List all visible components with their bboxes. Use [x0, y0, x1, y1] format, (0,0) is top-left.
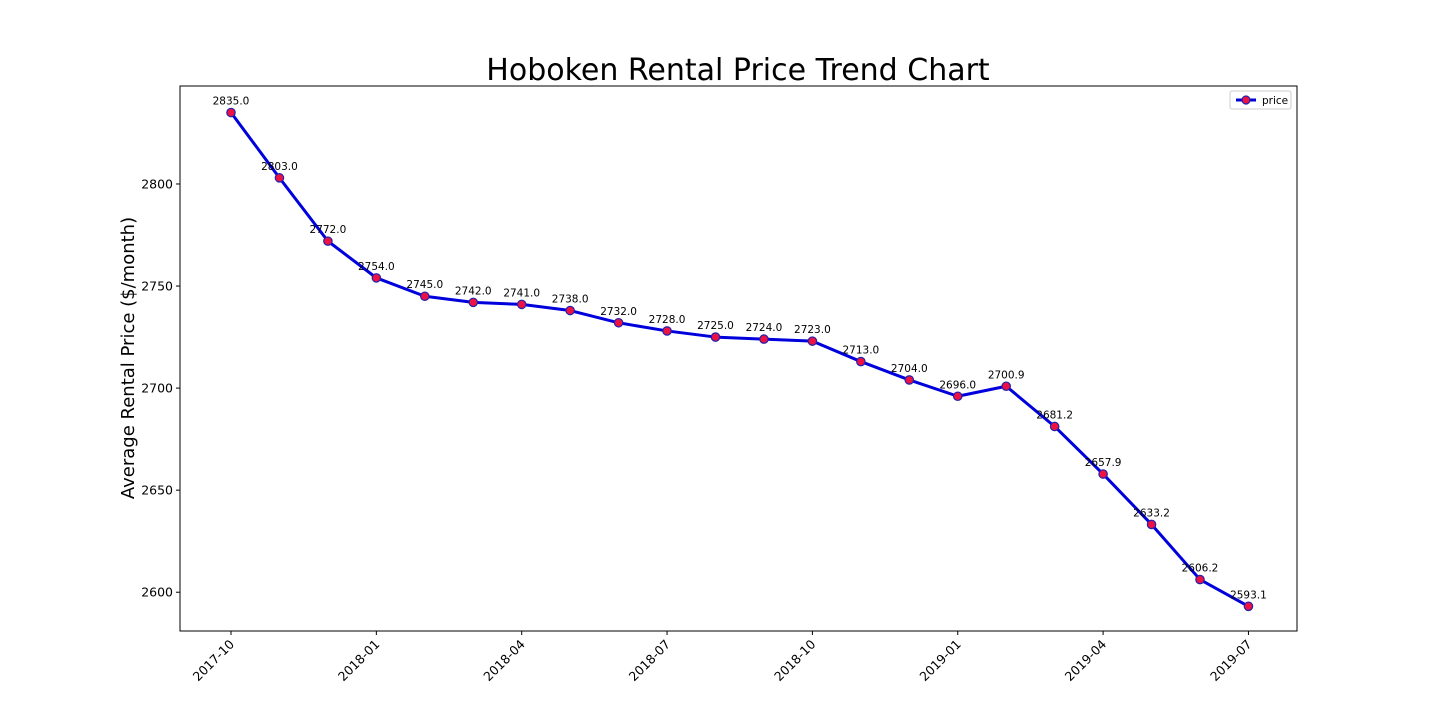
data-point	[371, 273, 382, 283]
data-point	[1146, 519, 1157, 530]
data-point	[226, 107, 236, 118]
series-line-price	[229, 111, 1250, 608]
x-tick-label: 2019-01	[916, 637, 964, 685]
y-tick-label: 2700	[141, 381, 173, 396]
data-label: 2657.9	[1085, 457, 1122, 469]
data-label: 2732.0	[600, 306, 637, 318]
data-label: 2606.2	[1182, 563, 1219, 575]
data-point	[1001, 381, 1011, 392]
data-label: 2754.0	[358, 261, 395, 273]
data-point	[1195, 574, 1205, 585]
data-point	[710, 332, 721, 342]
data-label: 2728.0	[649, 314, 686, 326]
data-label: 2593.1	[1230, 589, 1267, 601]
x-tick-label: 2018-04	[480, 636, 528, 684]
data-point	[468, 297, 479, 308]
plot-area: 2600 2650 2700 2750 2800 2017-10 2018-01 2018-0…	[141, 85, 1298, 685]
data-point	[952, 391, 963, 402]
data-label: 2835.0	[213, 96, 250, 108]
data-label: 2724.0	[746, 322, 783, 334]
y-tick-label: 2800	[141, 176, 173, 191]
data-label: 2700.9	[988, 369, 1025, 381]
y-axis-label: Average Rental Price ($/month)	[118, 217, 139, 499]
data-point	[662, 326, 672, 336]
x-tick-label: 2019-07	[1207, 637, 1255, 685]
x-tick-label: 2017-10	[190, 636, 238, 684]
data-point	[1098, 469, 1108, 479]
data-point	[807, 336, 818, 346]
data-label: 2738.0	[552, 294, 589, 306]
data-label: 2803.0	[261, 161, 298, 173]
data-point	[419, 291, 430, 302]
data-point	[516, 299, 527, 310]
y-tick-label: 2750	[141, 279, 173, 294]
data-point	[274, 173, 285, 183]
y-tick-label: 2650	[141, 483, 173, 498]
chart-title: Hoboken Rental Price Trend Chart	[486, 53, 990, 88]
data-point	[323, 236, 333, 246]
data-point	[904, 375, 915, 385]
data-point	[565, 305, 575, 316]
legend-marker-swatch	[1241, 95, 1251, 105]
x-tick-label: 2019-04	[1062, 636, 1110, 684]
data-label: 2704.0	[891, 363, 928, 375]
x-tick-label: 2018-10	[771, 636, 819, 684]
legend-label: price	[1262, 95, 1288, 107]
data-point	[856, 356, 866, 367]
data-label: 2681.2	[1036, 409, 1073, 421]
data-point	[613, 317, 624, 328]
data-label: 2772.0	[310, 224, 347, 236]
data-label: 2696.0	[939, 379, 976, 391]
data-label: 2633.2	[1133, 507, 1170, 519]
data-point	[1049, 421, 1060, 432]
data-label: 2723.0	[794, 324, 831, 336]
data-label: 2742.0	[455, 285, 492, 297]
data-label: 2745.0	[406, 279, 443, 291]
x-tick-label: 2018-07	[626, 637, 674, 685]
data-label: 2713.0	[842, 345, 879, 357]
data-label: 2725.0	[697, 320, 734, 332]
x-tick-label: 2018-01	[335, 637, 383, 685]
data-point	[1243, 601, 1254, 612]
plot-frame	[179, 85, 1298, 632]
data-point	[759, 334, 769, 344]
y-tick-label: 2600	[141, 585, 173, 600]
data-label: 2741.0	[503, 287, 540, 299]
